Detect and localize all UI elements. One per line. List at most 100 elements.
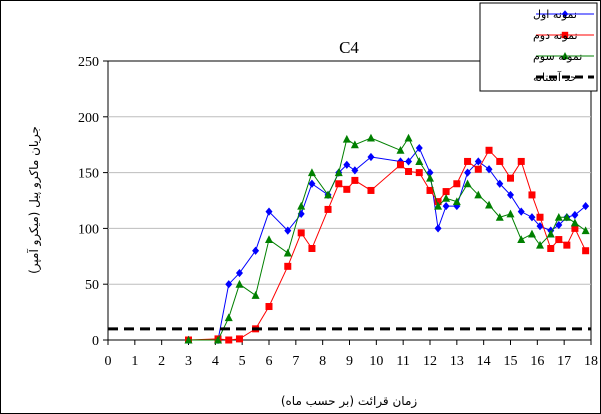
data-point [351, 176, 359, 184]
data-point [396, 145, 405, 154]
data-point [561, 31, 569, 39]
x-tick-label: 8 [319, 354, 326, 369]
x-tick-label: 12 [423, 354, 437, 369]
x-tick-label: 14 [477, 354, 491, 369]
data-point [342, 134, 351, 143]
data-point [334, 168, 343, 177]
x-tick-label: 16 [530, 354, 544, 369]
data-point [528, 191, 536, 199]
data-point [308, 179, 316, 188]
data-point [351, 166, 359, 175]
data-point [434, 198, 442, 206]
series-line [188, 147, 586, 341]
data-point [496, 157, 504, 165]
data-point [536, 240, 545, 249]
x-tick-label: 7 [292, 354, 299, 369]
data-point [284, 226, 292, 235]
data-point [404, 133, 413, 142]
data-point [474, 190, 483, 199]
data-point [426, 173, 434, 182]
series-line [188, 149, 587, 341]
data-point [517, 207, 525, 216]
data-point [350, 140, 359, 149]
x-tick-label: 10 [369, 354, 383, 369]
data-point [405, 157, 413, 166]
series-line [188, 136, 586, 341]
data-point [405, 167, 413, 175]
data-point [224, 313, 233, 322]
x-tick-label: 1 [131, 354, 138, 369]
data-point [554, 212, 563, 221]
gridlines [108, 116, 591, 285]
data-point [485, 146, 493, 154]
y-tick-label: 200 [78, 111, 99, 126]
x-axis-label: زمان قرائت (بر حسب ماه) [281, 394, 418, 409]
x-tick-label: 3 [185, 354, 192, 369]
data-point [415, 157, 424, 165]
legend-label: نمونه سوم [533, 50, 582, 63]
y-axis-label: جریان ماکرو پیل (میکرو آمپر) [26, 126, 42, 274]
data-point [442, 193, 451, 202]
data-point [546, 229, 555, 238]
data-point [367, 186, 375, 194]
data-point [225, 336, 233, 344]
legend-label: حد آستانه [533, 70, 577, 84]
data-point [252, 246, 260, 255]
data-point [343, 160, 351, 169]
x-tick-label: 11 [396, 354, 409, 369]
data-point [528, 213, 536, 222]
x-tick-label: 6 [266, 354, 273, 369]
data-point [571, 210, 579, 220]
data-point [225, 280, 233, 289]
x-tick-label: 2 [158, 354, 165, 369]
data-point [367, 152, 375, 162]
data-point [485, 200, 494, 209]
data-point [251, 291, 260, 299]
data-point [307, 168, 316, 177]
data-point [582, 201, 590, 211]
data-point [517, 157, 525, 165]
data-point [507, 190, 514, 200]
y-tick-label: 50 [85, 278, 99, 293]
x-tick-label: 18 [584, 354, 598, 369]
data-point [453, 180, 461, 188]
data-point [570, 218, 579, 227]
data-point [527, 229, 536, 238]
data-point [555, 236, 563, 244]
data-point [324, 190, 333, 199]
data-point [214, 335, 223, 344]
y-tick-label: 0 [92, 334, 99, 349]
data-point [235, 279, 244, 288]
data-point [235, 268, 243, 278]
data-point [415, 143, 423, 153]
data-point [324, 205, 332, 213]
data-point [496, 179, 504, 188]
data-point [297, 201, 306, 210]
data-point [485, 165, 493, 174]
data-point [536, 213, 544, 221]
x-tick-label: 9 [346, 354, 353, 369]
data-point [283, 248, 292, 257]
data-point [547, 244, 555, 252]
data-point [582, 247, 590, 255]
x-tick-label: 15 [504, 354, 518, 369]
data-point [335, 180, 343, 188]
data-point [426, 186, 434, 194]
legend: نمونه اول نمونه دوم نمونه سوم حد آستانه [479, 2, 598, 92]
data-point [562, 212, 571, 221]
data-point [434, 201, 443, 210]
y-tick-label: 150 [78, 167, 99, 182]
data-point [463, 179, 472, 188]
data-point [464, 168, 472, 177]
series-group [108, 133, 591, 345]
data-point [366, 133, 375, 142]
chart-title: C4 [339, 38, 359, 57]
data-point [415, 169, 423, 177]
data-point [571, 224, 579, 232]
x-tick-label: 13 [450, 354, 464, 369]
data-point [507, 174, 514, 182]
data-point [284, 262, 292, 270]
data-point [442, 188, 450, 196]
data-point [265, 207, 273, 216]
